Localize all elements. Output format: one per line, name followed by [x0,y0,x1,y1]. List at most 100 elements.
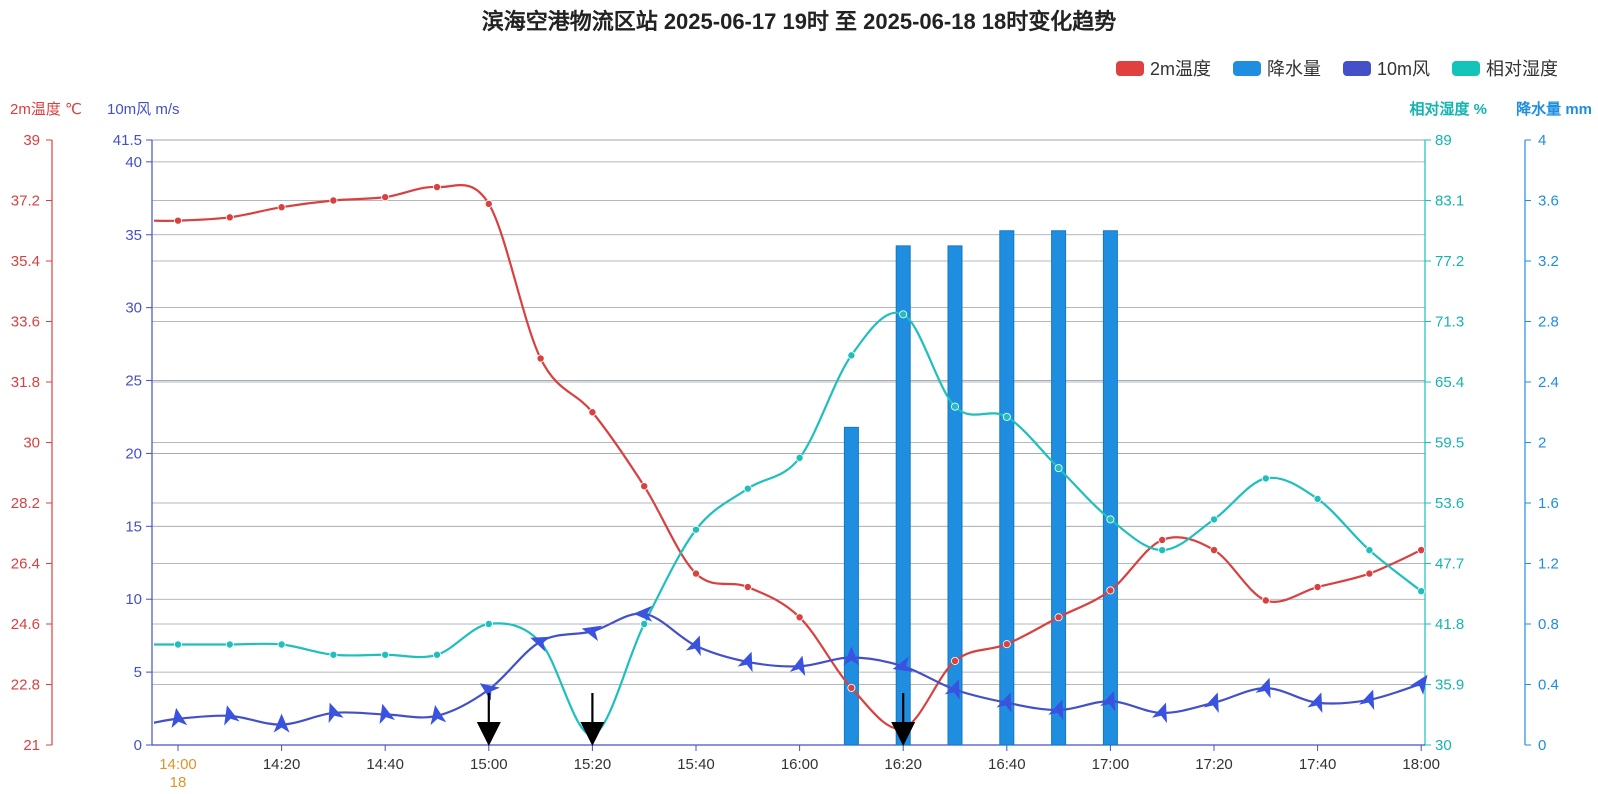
wind-direction-arrow [1255,677,1271,699]
humidity-tick-label: 71.3 [1435,314,1464,331]
wind-tick-label: 15 [125,518,142,535]
wind-direction-arrow [1048,699,1064,721]
temperature-point [1210,546,1219,555]
legend-item-humidity[interactable]: 相对湿度 [1452,55,1558,81]
humidity-point [1002,412,1011,421]
wind-barb-marker [892,656,913,672]
wind-line [153,612,1422,726]
humidity-point [173,640,182,649]
temperature-point [692,569,701,578]
x-tick-label: 14:00 [159,756,197,773]
temp-tick-label: 22.8 [11,677,40,694]
wind-barb-marker [224,705,240,726]
humidity-point [1313,494,1322,503]
humidity-point [951,402,960,411]
humidity-point [1106,515,1115,524]
wind-tick-label: 35 [125,227,142,244]
precip-bar [843,426,859,746]
wind-barb-marker [171,707,188,729]
temperature-line [153,184,1422,730]
wind-barb-marker [581,625,603,642]
temperature-point [640,482,649,491]
x-tick-label: 17:20 [1195,756,1233,773]
wind-tick-label: 41.5 [113,132,142,149]
humidity-point [1417,587,1426,596]
humidity-point [381,650,390,659]
precip-bar [947,245,963,746]
legend-label-humidity: 相对湿度 [1486,59,1558,79]
wind-direction-arrow [430,705,447,726]
wind-direction-arrow [530,636,551,652]
wind-barb-marker [530,636,551,652]
wind-direction-arrow [789,655,806,677]
humidity-tick-label: 77.2 [1435,253,1464,270]
wind-barb-marker [1255,677,1271,699]
humidity-line [154,311,1422,736]
wind-barb-marker [1100,690,1116,712]
wind-barb-marker [633,605,653,622]
x-tick-label: 18:00 [1402,756,1440,773]
x-tick-label: 16:20 [884,756,922,773]
temperature-point [536,354,545,363]
temperature-point [1313,583,1322,592]
wind-direction-arrow [1100,690,1116,712]
temperature-point [484,199,493,208]
legend-item-temperature[interactable]: 2m温度 [1115,55,1211,81]
temperature-point [743,583,752,592]
wind-direction-arrow [1410,674,1428,695]
wind-barb-marker [789,655,806,677]
temperature-point [1365,569,1374,578]
humidity-point [329,650,338,659]
temperature-point [277,203,286,212]
humidity-point [743,484,752,493]
precip-tick-label: 3.2 [1538,253,1559,270]
humidity-point [484,620,493,629]
wind-barb-marker [1048,699,1064,721]
legend-item-wind[interactable]: 10m风 [1342,55,1430,81]
x-tick-label: 14:20 [263,756,301,773]
event-arrow-head [891,722,916,746]
wind-barb-marker [685,635,701,657]
legend-label-wind: 10m风 [1376,59,1430,79]
humidity-tick-label: 41.8 [1435,616,1464,633]
wind-barb-marker [328,702,344,724]
temperature-point [1261,596,1270,605]
temperature-point [1158,535,1167,544]
wind-direction-arrow [171,707,188,729]
temp-tick-label: 26.4 [11,556,40,573]
x-tick-label: 14:40 [366,756,404,773]
humidity-point [692,525,701,534]
temp-tick-label: 39 [23,132,40,149]
humidity-point [225,640,234,649]
temp-axis-title: 2m温度 ℃ [10,101,82,118]
temperature-point [1054,613,1063,622]
temperature-point [173,216,182,225]
temperature-point [1417,546,1426,555]
wind-direction-arrow [892,656,913,672]
event-arrow-head [476,722,501,746]
wind-direction-arrow [328,702,344,724]
wind-barb-marker [430,705,447,726]
wind-direction-arrow [843,646,860,666]
wind-barb-marker [843,646,860,666]
temp-tick-label: 33.6 [11,314,40,331]
x-tick-sublabel: 18 [170,774,187,791]
precip-tick-label: 2.8 [1538,314,1559,331]
legend-swatch-temperature [1115,60,1144,76]
temperature-point [847,683,856,692]
temperature-point [951,656,960,665]
wind-direction-arrow [633,605,653,622]
wind-barb-marker [1410,674,1428,695]
precip-tick-label: 3.6 [1538,193,1559,210]
humidity-point [1054,464,1063,473]
wind-direction-arrow [224,705,240,726]
temp-tick-label: 35.4 [11,253,40,270]
wind-barb-marker [1203,692,1219,713]
humidity-point [899,310,908,319]
humidity-tick-label: 35.9 [1435,677,1464,694]
wind-tick-label: 0 [134,737,142,754]
legend-item-precipitation[interactable]: 降水量 [1232,55,1321,81]
x-tick-label: 15:20 [574,756,612,773]
humidity-point [640,620,649,629]
precip-bar [999,230,1015,746]
